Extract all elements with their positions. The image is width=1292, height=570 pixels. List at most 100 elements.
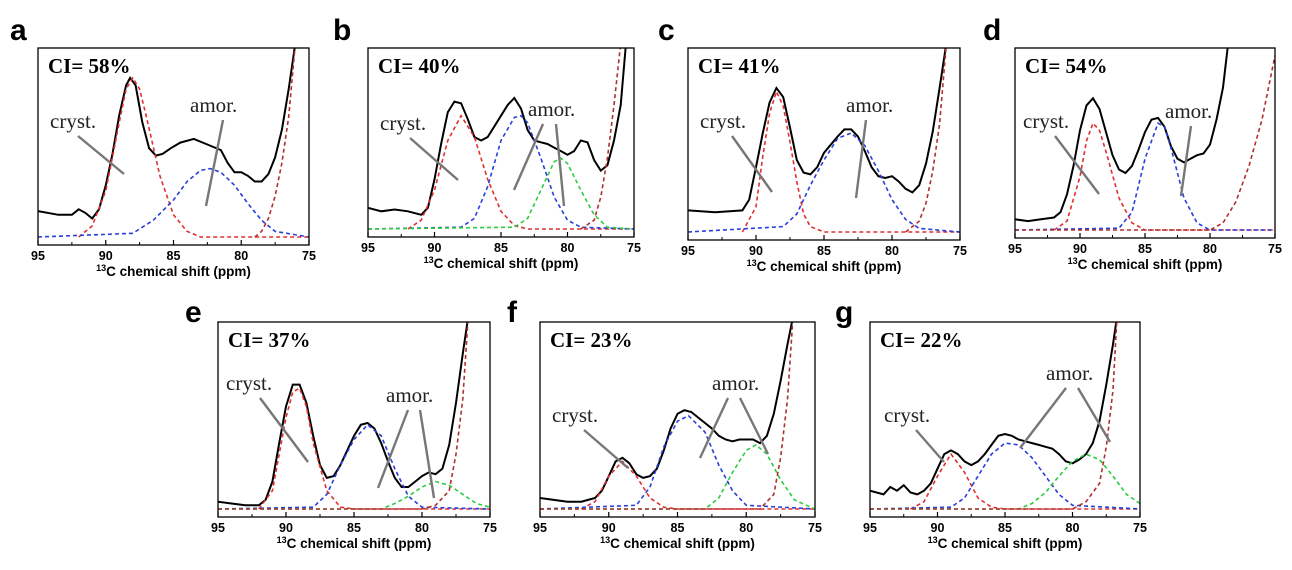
amor-label: amor. [1165,99,1212,123]
amor-label: amor. [190,93,237,117]
crystallinity-index: CI= 40% [378,54,461,78]
spectrum-line [1015,48,1229,223]
cryst-pointer [259,397,309,463]
x-tick-label: 80 [739,521,753,535]
fit-curve-1 [258,387,490,510]
x-tick-label: 75 [1133,521,1147,535]
fit-curve-1 [1053,121,1275,231]
panel-letter: a [10,14,27,47]
fit-curve-4 [218,322,469,510]
panel-f: 95 90 85 80 75 13C chemical shift (ppm) f CI= 2… [507,296,822,551]
x-axis-label-text: C chemical shift (ppm) [610,536,755,551]
fit-curve-1 [580,460,815,510]
cryst-label: cryst. [552,403,598,427]
crystallinity-index: CI= 23% [550,328,633,352]
fit-curve-2 [38,167,309,238]
fit-curve-1 [910,452,1140,510]
crystallinity-index: CI= 54% [1025,54,1108,78]
x-axis-label-text: C chemical shift (ppm) [938,536,1083,551]
plot-area [38,48,309,238]
fit-curve-3 [870,453,1140,510]
x-tick-label: 85 [347,521,361,535]
cryst-label: cryst. [50,109,96,133]
cryst-label: cryst. [700,109,746,133]
x-tick-label: 75 [627,241,641,255]
panel-e: 95 90 85 80 75 13C chemical shift (ppm) e CI= 3… [185,296,497,551]
amor-pointer [204,119,225,207]
panel-letter: f [507,296,518,329]
amor-pointer [1179,125,1193,197]
fit-curve-2 [540,414,815,510]
amor-pointer [418,409,436,499]
fit-curve-2 [218,423,490,510]
fit-curve-3 [540,443,815,510]
panel-d: 95 90 85 80 75 13C chemical shift (ppm) d CI= 5… [983,14,1282,272]
x-tick-label: 75 [302,249,316,263]
x-tick-label: 90 [99,249,113,263]
fit-curve-3 [905,48,947,233]
plot-area [218,322,490,510]
cryst-label: cryst. [884,403,930,427]
x-tick-label: 95 [1008,242,1022,256]
x-axis-label: 13C chemical shift (ppm) [277,535,432,551]
amor-pointer [854,119,868,199]
x-axis-label-text: C chemical shift (ppm) [106,264,251,279]
x-tick-label: 80 [234,249,248,263]
panel-a: 95 90 85 80 75 13C chemical shift (ppm) a CI= 5… [10,14,316,279]
plot-area [870,322,1140,510]
cryst-pointer [583,429,629,469]
x-tick-label: 90 [1073,242,1087,256]
amor-label: amor. [386,383,433,407]
crystallinity-index: CI= 37% [228,328,311,352]
fit-curve-2 [1015,122,1275,231]
amor-label: amor. [1046,361,1093,385]
x-axis-label: 13C chemical shift (ppm) [747,258,902,274]
spectrum-line [870,322,1118,496]
fit-curve-2 [688,132,960,233]
crystallinity-index: CI= 22% [880,328,963,352]
x-tick-label: 95 [863,521,877,535]
x-tick-label: 95 [211,521,225,535]
x-tick-label: 90 [428,241,442,255]
plot-area [688,48,960,233]
fit-curve-3 [218,480,490,510]
cryst-pointer [77,135,125,175]
panel-letter: d [983,14,1001,47]
x-tick-label: 75 [1268,242,1282,256]
crystallinity-index: CI= 58% [48,54,131,78]
amor-pointer [1019,387,1067,449]
panel-letter: b [333,14,351,47]
fit-curve-4 [870,322,1118,510]
x-tick-label: 80 [415,521,429,535]
fit-curve-2 [368,114,634,230]
amor-pointer [738,397,770,455]
x-tick-label: 75 [808,521,822,535]
x-tick-label: 80 [1203,242,1217,256]
panel-c: 95 90 85 80 75 13C chemical shift (ppm) c CI= 4… [658,14,967,274]
x-axis-label: 13C chemical shift (ppm) [424,255,579,271]
x-axis-label-superscript: 13 [747,258,757,268]
cryst-pointer [1054,135,1100,195]
x-axis-label-superscript: 13 [424,255,434,265]
spectrum-line [368,48,627,216]
cryst-label: cryst. [226,371,272,395]
x-axis-label: 13C chemical shift (ppm) [1068,256,1223,272]
fit-curve-1 [407,114,634,230]
cryst-pointer [731,135,773,193]
amor-pointer [376,409,410,489]
x-axis-label-superscript: 13 [600,535,610,545]
panel-letter: e [185,296,202,329]
x-tick-label: 85 [671,521,685,535]
spectrum-line [688,48,947,214]
x-axis-label-superscript: 13 [928,535,938,545]
x-tick-label: 95 [361,241,375,255]
x-axis-label: 13C chemical shift (ppm) [96,263,251,279]
x-axis-label-text: C chemical shift (ppm) [434,256,579,271]
x-tick-label: 80 [1066,521,1080,535]
cryst-label: cryst. [1023,109,1069,133]
amor-label: amor. [846,93,893,117]
fit-curve-3 [254,48,296,238]
amor-label: amor. [528,97,575,121]
amor-label: amor. [712,371,759,395]
x-tick-label: 90 [749,244,763,258]
